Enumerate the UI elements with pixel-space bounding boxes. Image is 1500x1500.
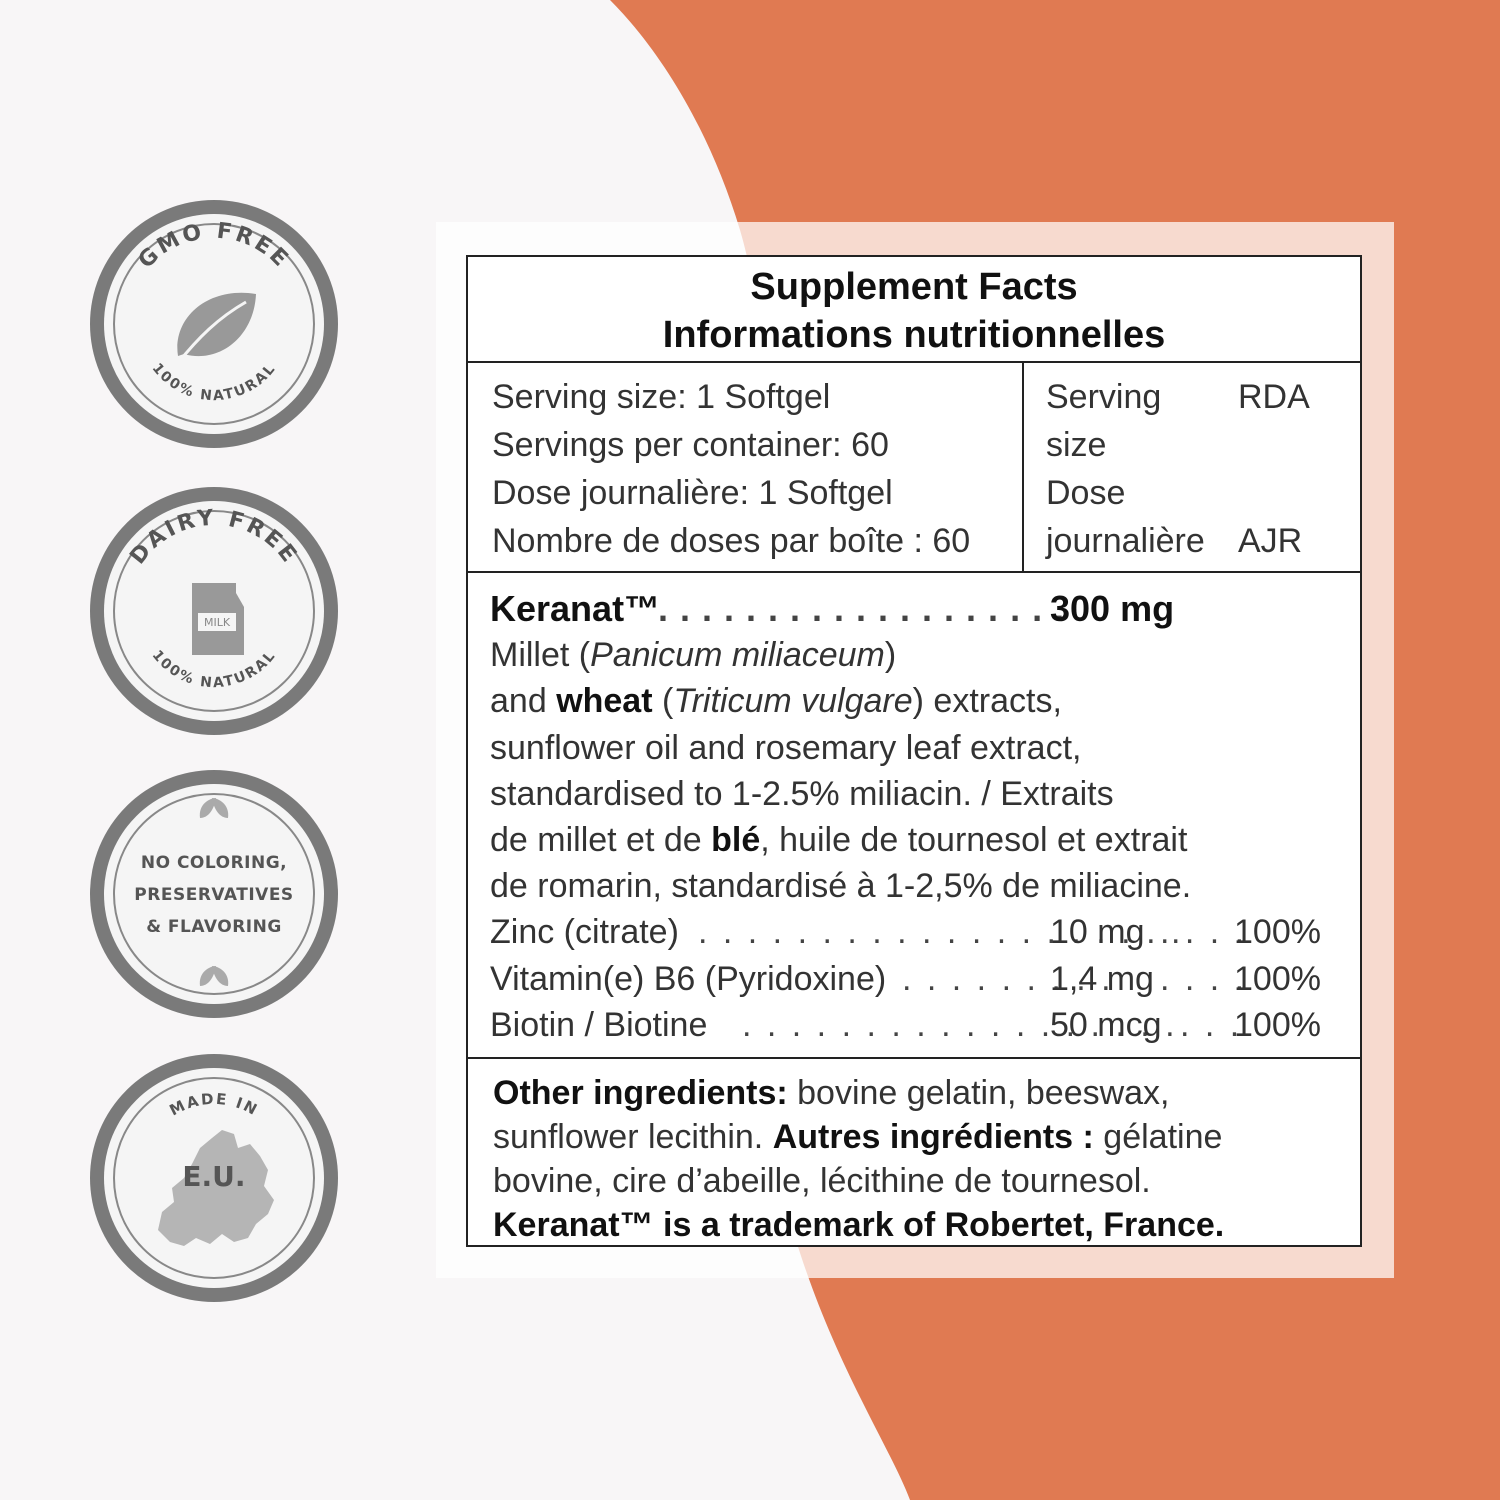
no-coloring-badge: NO COLORING, PRESERVATIVES & FLAVORING <box>88 768 340 1020</box>
serving-section: Serving size: 1 Softgel Servings per con… <box>468 363 1360 573</box>
nutrient-name: Biotin / Biotine <box>490 1005 708 1044</box>
other-line: bovine, cire d’abeille, lécithine de tou… <box>493 1162 1151 1200</box>
nutrient-row: Vitamin(e) B6 (Pyridoxine) . . . . . . .… <box>490 956 1360 1002</box>
other-line: sunflower lecithin. Autres ingrédients :… <box>493 1118 1223 1156</box>
title-en: Supplement Facts <box>750 266 1078 308</box>
rda-header: RDA <box>1238 378 1310 416</box>
nutrient-dots: . . . <box>1180 1005 1243 1044</box>
nutrient-row: Biotin / Biotine . . . . . . . . . . . .… <box>490 1002 1360 1048</box>
badge-center-text: E.U. <box>182 1160 245 1193</box>
nutrient-dots: . . . . <box>1160 959 1248 998</box>
milk-label: MILK <box>204 616 231 629</box>
badge-line: PRESERVATIVES <box>134 885 293 905</box>
milk-carton-icon: MILK <box>192 583 244 655</box>
leaves-icon <box>199 798 229 818</box>
title-fr: Informations nutritionnelles <box>662 314 1166 356</box>
europe-map-icon <box>158 1130 274 1246</box>
other-ingredients-section: Other ingredients: bovine gelatin, beesw… <box>468 1059 1360 1247</box>
nutrient-dots: . . . . . . . . . <box>902 959 1114 998</box>
description-line: and wheat (Triticum vulgare) extracts, <box>490 682 1062 721</box>
dairy-free-badge: DAIRY FREE 100% NATURAL MILK <box>88 485 340 737</box>
serving-columns: Serving size Dose journalière RDA AJR <box>1024 363 1360 571</box>
supplement-facts-label: Supplement Facts Informations nutritionn… <box>466 255 1362 1247</box>
nutrient-name: Zinc (citrate) <box>490 913 679 952</box>
keranat-name: Keranat™ <box>490 588 661 629</box>
description-line: de millet et de blé, huile de tournesol … <box>490 821 1188 859</box>
serving-line: Dose journalière: 1 Softgel <box>492 474 893 512</box>
nutrient-amount: 1,4 mg <box>1050 959 1154 998</box>
nutrient-dots: . . . . . . . . . . . . . . . . . . . . <box>698 913 1184 952</box>
nutrient-name: Vitamin(e) B6 (Pyridoxine) <box>490 959 887 998</box>
serving-line: Nombre de doses par boîte : 60 <box>492 522 971 560</box>
description-line: Millet (Panicum miliaceum) <box>490 636 897 675</box>
other-line: Other ingredients: bovine gelatin, beesw… <box>493 1074 1170 1112</box>
column-header-line: journalière <box>1046 522 1205 560</box>
nutrient-percent: 100% <box>1234 1005 1321 1044</box>
serving-info: Serving size: 1 Softgel Servings per con… <box>468 363 1024 571</box>
description-line: sunflower oil and rosemary leaf extract, <box>490 728 1082 767</box>
nutrient-amount: 50 mcg <box>1050 1005 1162 1044</box>
keranat-row: Keranat™ . . . . . . . . . . . . . . . .… <box>490 586 1360 632</box>
made-in-eu-badge: MADE IN E.U. <box>88 1052 340 1304</box>
gmo-free-badge: GMO FREE 100% NATURAL <box>88 198 340 450</box>
serving-size-column: Serving size Dose journalière <box>1046 373 1226 565</box>
keranat-amount: 300 mg <box>1050 588 1175 629</box>
badge-line: & FLAVORING <box>146 917 282 937</box>
nutrient-row: Zinc (citrate) . . . . . . . . . . . . .… <box>490 909 1360 955</box>
nutrient-percent: 100% <box>1234 913 1321 952</box>
nutrient-dots: . . . . <box>1160 913 1248 952</box>
column-header-line: size <box>1046 426 1107 464</box>
description-line: de romarin, standardisé à 1-2,5% de mili… <box>490 867 1192 906</box>
leaves-icon <box>199 966 229 986</box>
ingredients-section: Keranat™ . . . . . . . . . . . . . . . .… <box>468 573 1360 1059</box>
description-line: standardised to 1-2.5% miliacin. / Extra… <box>490 774 1114 813</box>
leaf-icon <box>176 292 256 364</box>
column-header-line: Dose <box>1046 474 1126 512</box>
column-header-line: Serving <box>1046 378 1162 416</box>
nutrient-amount: 10 mg <box>1050 913 1145 952</box>
keranat-dots: . . . . . . . . . . . . . . . . . . . <box>658 588 1066 629</box>
nutrient-dots: . . . . . . . . . . . . . . . . . . <box>742 1005 1178 1044</box>
trademark-line: Keranat™ is a trademark of Robertet, Fra… <box>493 1206 1225 1244</box>
badge-line: NO COLORING, <box>141 853 287 873</box>
serving-line: Serving size: 1 Softgel <box>492 378 831 416</box>
serving-line: Servings per container: 60 <box>492 426 889 464</box>
nutrient-percent: 100% <box>1234 959 1321 998</box>
label-header: Supplement Facts Informations nutritionn… <box>468 257 1360 363</box>
ajr-header: AJR <box>1238 522 1303 560</box>
